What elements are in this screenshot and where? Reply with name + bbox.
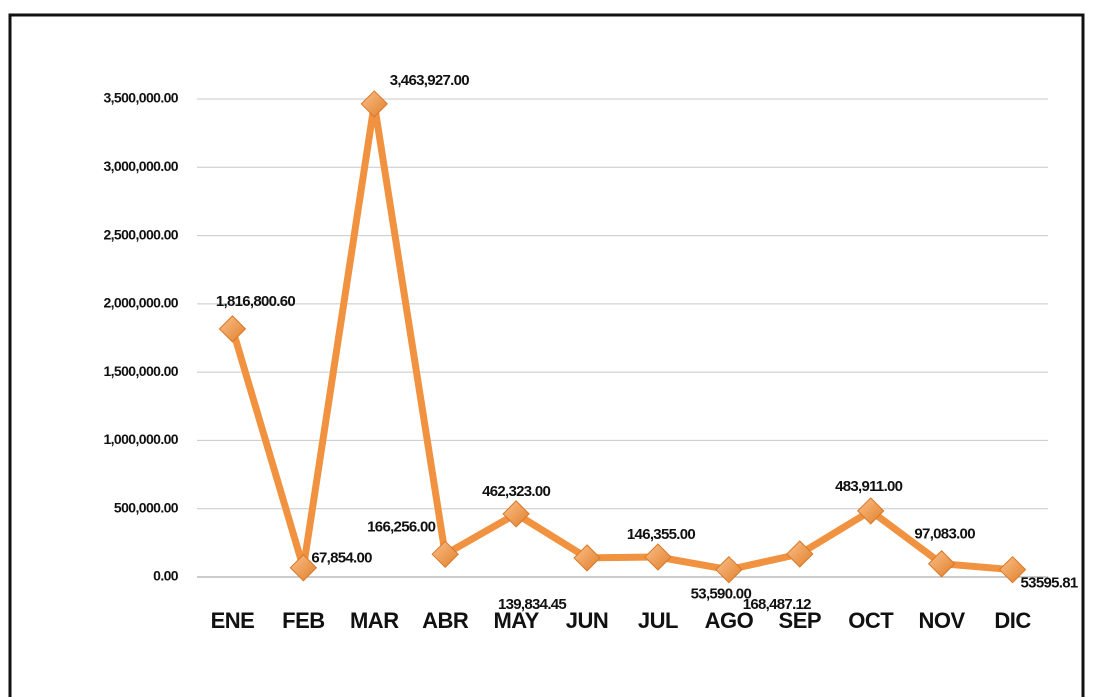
x-tick-label: OCT (848, 608, 894, 633)
marker (857, 497, 885, 525)
data-label: 462,323.00 (482, 483, 550, 500)
data-label: 97,083.00 (914, 526, 975, 543)
y-tick-label: 1,000,000.00 (103, 431, 178, 447)
marker (786, 540, 814, 568)
y-tick-label: 3,000,000.00 (103, 158, 178, 174)
data-label: 53595.81 (1021, 575, 1078, 592)
marker (573, 544, 601, 572)
x-tick-label: MAR (350, 608, 399, 633)
marker (289, 554, 318, 582)
chart-frame (8, 13, 1085, 697)
data-label: 166,256.00 (367, 518, 435, 535)
marker (431, 540, 459, 569)
data-label: 1,816,800.60 (216, 293, 296, 310)
y-tick-label: 2,500,000.00 (103, 226, 178, 242)
x-tick-label: ENE (211, 608, 255, 633)
data-label: 168,487.12 (743, 596, 811, 613)
x-tick-label: JUN (566, 608, 609, 633)
marker (360, 90, 388, 118)
x-tick-label: FEB (282, 608, 325, 633)
x-tick-label: ABR (422, 608, 469, 633)
data-label: 483,911.00 (835, 478, 903, 495)
line (229, 103, 1013, 574)
marker (218, 315, 247, 343)
y-tick-label: 0.00 (153, 568, 179, 584)
marker (998, 555, 1027, 584)
marker (927, 550, 956, 578)
x-tick-label: AGO (705, 608, 754, 633)
y-tick-label: 500,000.00 (114, 499, 179, 515)
marker (502, 500, 530, 528)
y-tick-label: 2,000,000.00 (103, 295, 178, 311)
data-label: 146,355.00 (627, 526, 695, 543)
x-tick-label: DIC (994, 608, 1031, 633)
data-label: 3,463,927.00 (390, 72, 470, 89)
y-tick-label: 1,500,000.00 (103, 363, 178, 379)
x-tick-label: SEP (779, 608, 822, 633)
y-tick-label: 3,500,000.00 (103, 90, 178, 106)
x-tick-label: NOV (919, 608, 966, 633)
marker (644, 543, 672, 571)
data-label: 139,834.45 (498, 596, 566, 613)
marker (715, 555, 743, 584)
data-label: 53,590.00 (691, 586, 752, 603)
x-tick-label: JUL (638, 608, 678, 633)
x-tick-label: MAY (493, 608, 539, 633)
data-label: 67,854.00 (311, 550, 372, 567)
